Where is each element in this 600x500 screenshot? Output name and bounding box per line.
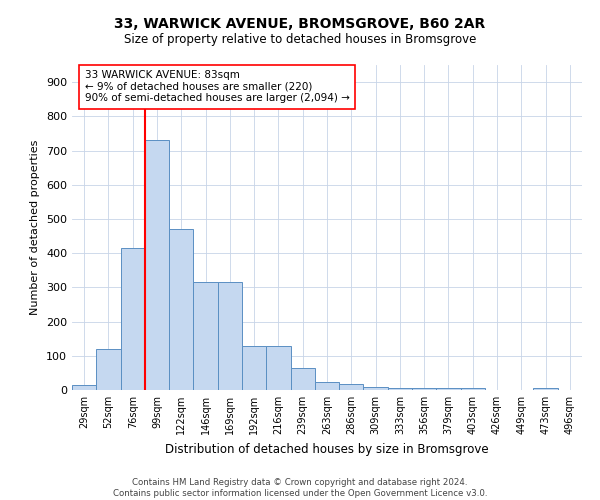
Bar xyxy=(533,388,558,390)
Bar xyxy=(436,388,461,390)
Y-axis label: Number of detached properties: Number of detached properties xyxy=(31,140,40,315)
Text: Size of property relative to detached houses in Bromsgrove: Size of property relative to detached ho… xyxy=(124,32,476,46)
Bar xyxy=(72,385,96,390)
Bar xyxy=(315,382,339,390)
Bar xyxy=(145,140,169,390)
Text: Contains HM Land Registry data © Crown copyright and database right 2024.
Contai: Contains HM Land Registry data © Crown c… xyxy=(113,478,487,498)
Bar xyxy=(339,384,364,390)
Bar xyxy=(290,368,315,390)
Text: 33 WARWICK AVENUE: 83sqm
← 9% of detached houses are smaller (220)
90% of semi-d: 33 WARWICK AVENUE: 83sqm ← 9% of detache… xyxy=(85,70,350,103)
Bar xyxy=(364,388,388,390)
Bar xyxy=(388,388,412,390)
Bar xyxy=(461,388,485,390)
Bar xyxy=(193,282,218,390)
Bar xyxy=(218,282,242,390)
Bar xyxy=(412,388,436,390)
X-axis label: Distribution of detached houses by size in Bromsgrove: Distribution of detached houses by size … xyxy=(165,442,489,456)
Bar xyxy=(121,248,145,390)
Bar xyxy=(96,349,121,390)
Bar xyxy=(242,346,266,390)
Bar xyxy=(266,346,290,390)
Text: 33, WARWICK AVENUE, BROMSGROVE, B60 2AR: 33, WARWICK AVENUE, BROMSGROVE, B60 2AR xyxy=(115,18,485,32)
Bar xyxy=(169,229,193,390)
